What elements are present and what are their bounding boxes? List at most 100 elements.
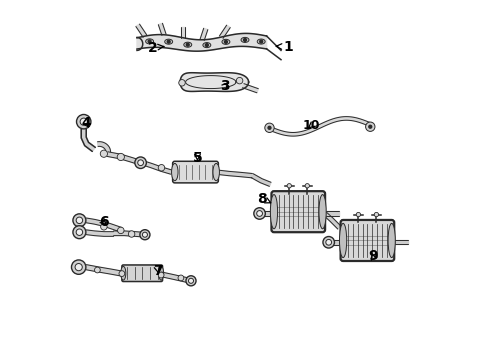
Circle shape <box>179 80 185 86</box>
Polygon shape <box>85 265 122 276</box>
Circle shape <box>366 122 375 131</box>
Polygon shape <box>200 28 208 40</box>
Text: 8: 8 <box>257 192 271 206</box>
Ellipse shape <box>388 223 395 258</box>
Circle shape <box>148 40 151 43</box>
Polygon shape <box>114 231 145 237</box>
Polygon shape <box>81 129 96 152</box>
Circle shape <box>374 212 379 217</box>
Circle shape <box>76 114 91 129</box>
Ellipse shape <box>257 39 265 44</box>
Ellipse shape <box>270 195 277 229</box>
Polygon shape <box>326 211 339 216</box>
Circle shape <box>100 224 107 230</box>
Circle shape <box>178 275 184 281</box>
Circle shape <box>118 227 124 234</box>
Circle shape <box>305 184 310 188</box>
Polygon shape <box>322 211 341 229</box>
FancyBboxPatch shape <box>172 161 219 183</box>
Polygon shape <box>141 161 143 165</box>
Polygon shape <box>107 152 141 165</box>
FancyBboxPatch shape <box>271 191 325 232</box>
Circle shape <box>100 150 107 157</box>
Circle shape <box>135 157 147 168</box>
Circle shape <box>224 40 227 43</box>
Circle shape <box>326 239 332 245</box>
Circle shape <box>72 260 86 274</box>
Circle shape <box>75 264 82 271</box>
Circle shape <box>167 40 170 43</box>
Circle shape <box>369 125 372 128</box>
Text: 2: 2 <box>148 41 164 54</box>
Text: 10: 10 <box>303 119 320 132</box>
Polygon shape <box>142 161 172 174</box>
Circle shape <box>76 229 83 235</box>
Polygon shape <box>137 33 267 51</box>
Ellipse shape <box>241 37 249 42</box>
Polygon shape <box>181 27 185 38</box>
Circle shape <box>287 184 292 188</box>
Text: 3: 3 <box>220 79 230 93</box>
Ellipse shape <box>184 42 192 47</box>
Polygon shape <box>136 24 147 37</box>
Ellipse shape <box>159 266 164 280</box>
Circle shape <box>186 276 196 286</box>
Circle shape <box>80 118 87 125</box>
Polygon shape <box>327 240 340 245</box>
Polygon shape <box>161 272 191 283</box>
Text: 9: 9 <box>368 249 378 263</box>
Polygon shape <box>243 84 258 93</box>
Circle shape <box>158 272 164 278</box>
Polygon shape <box>220 25 230 39</box>
Circle shape <box>73 214 86 227</box>
Circle shape <box>236 77 243 84</box>
Ellipse shape <box>203 42 211 48</box>
Circle shape <box>244 39 246 41</box>
Ellipse shape <box>340 223 347 258</box>
Circle shape <box>189 278 194 283</box>
Polygon shape <box>85 218 122 232</box>
Circle shape <box>186 43 189 46</box>
Polygon shape <box>216 170 252 178</box>
Circle shape <box>265 123 274 132</box>
Circle shape <box>257 211 263 216</box>
Text: 7: 7 <box>153 264 163 278</box>
Polygon shape <box>86 230 114 236</box>
Ellipse shape <box>146 39 153 44</box>
Polygon shape <box>395 240 408 244</box>
Circle shape <box>268 126 271 129</box>
Text: 6: 6 <box>99 216 109 229</box>
Circle shape <box>138 160 144 166</box>
Circle shape <box>95 267 100 273</box>
Ellipse shape <box>222 39 230 44</box>
Ellipse shape <box>319 195 326 229</box>
Circle shape <box>128 231 135 237</box>
FancyBboxPatch shape <box>341 220 394 261</box>
Circle shape <box>140 230 150 240</box>
Ellipse shape <box>165 39 172 44</box>
Circle shape <box>356 212 361 217</box>
Text: 1: 1 <box>276 40 293 54</box>
Text: 4: 4 <box>81 116 91 130</box>
Circle shape <box>76 217 83 224</box>
Circle shape <box>143 232 147 237</box>
Polygon shape <box>251 174 271 186</box>
Polygon shape <box>180 73 248 91</box>
Ellipse shape <box>213 163 220 181</box>
FancyBboxPatch shape <box>122 265 163 282</box>
Circle shape <box>117 153 124 161</box>
Circle shape <box>254 208 266 219</box>
Ellipse shape <box>121 266 126 280</box>
Polygon shape <box>98 142 111 152</box>
Circle shape <box>323 237 335 248</box>
Circle shape <box>205 44 208 46</box>
Polygon shape <box>268 117 372 136</box>
Circle shape <box>119 271 125 276</box>
Polygon shape <box>158 23 166 36</box>
Text: 5: 5 <box>193 151 202 165</box>
Circle shape <box>158 165 165 171</box>
Ellipse shape <box>172 163 178 181</box>
Circle shape <box>73 226 86 239</box>
Circle shape <box>260 40 263 43</box>
Polygon shape <box>258 211 270 216</box>
